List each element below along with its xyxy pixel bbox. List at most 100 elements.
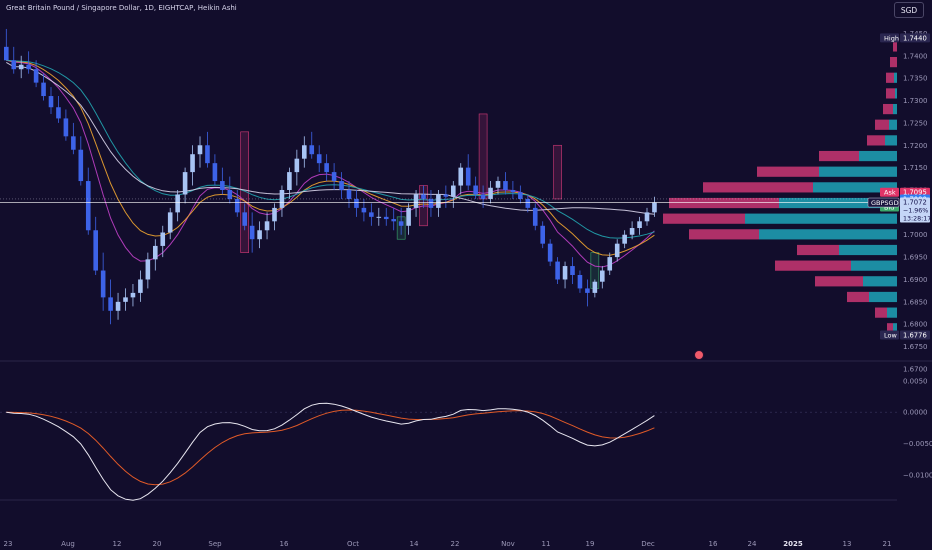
candle-body	[115, 301, 121, 311]
price-tick-label: 1.7200	[903, 142, 928, 150]
candle-body	[585, 288, 590, 293]
candle-body	[369, 212, 374, 217]
ask-label: Ask	[884, 189, 896, 197]
candle-body	[182, 172, 188, 195]
price-labels: High1.7440Ask1.7095Bid1.70501.7080GBPSGD…	[694, 33, 931, 360]
price-tick-label: 1.6750	[903, 343, 928, 351]
volume-profile-sell-bar	[757, 166, 819, 177]
ema-fast-line	[6, 59, 655, 268]
candle	[369, 203, 374, 226]
candle-body	[614, 243, 620, 258]
currency-button[interactable]: SGD	[894, 2, 924, 18]
candle-body	[331, 172, 337, 182]
volume-profile-buy-bar	[745, 213, 897, 224]
candle	[33, 60, 39, 88]
candle	[234, 190, 240, 217]
candle-body	[324, 163, 329, 173]
time-tick-label: 24	[748, 540, 757, 548]
candle	[205, 131, 210, 168]
price-tick-label: 1.7250	[903, 119, 928, 127]
candle-body	[458, 167, 464, 186]
candle	[473, 176, 478, 199]
candle-body	[637, 221, 642, 229]
candle-body	[421, 194, 426, 199]
sma-long-line	[6, 61, 655, 215]
candle	[93, 216, 98, 275]
candle-body	[11, 60, 17, 70]
candle	[175, 190, 180, 222]
chart-grid	[0, 360, 932, 501]
candle	[495, 176, 501, 195]
candle-body	[138, 279, 143, 293]
candle-body	[33, 69, 39, 83]
oscillator-tick-label: −0.0100	[903, 471, 932, 479]
bid-label: Bid	[884, 204, 894, 212]
candle	[85, 167, 91, 235]
candle-body	[428, 198, 434, 208]
candle-body	[26, 64, 31, 70]
candle	[458, 163, 464, 195]
candle	[547, 239, 553, 267]
candle	[26, 51, 31, 74]
oscillator-tick-label: 0.0000	[903, 409, 928, 417]
candle	[629, 221, 635, 240]
candle	[190, 145, 195, 186]
price-tick-label: 1.7000	[903, 231, 928, 239]
candle-body	[18, 64, 24, 70]
candle	[272, 203, 277, 231]
candle-body	[518, 192, 523, 199]
candle	[503, 172, 508, 195]
candle-body	[652, 202, 657, 213]
candle	[577, 270, 583, 293]
candle	[428, 190, 434, 217]
candle-body	[175, 194, 180, 213]
candle	[562, 261, 568, 289]
candle-body	[108, 297, 113, 311]
event-marker-icon	[694, 350, 704, 360]
candle-body	[607, 257, 613, 271]
volume-profile-buy-bar	[759, 229, 897, 240]
volume-profile-buy-bar	[885, 135, 897, 146]
volume-profile-sell-bar	[867, 135, 885, 146]
current-countdown-text: 13:28:17	[903, 216, 931, 223]
candle	[421, 185, 426, 208]
low-label: Low	[884, 331, 897, 339]
candle	[465, 154, 471, 190]
current-change-text: −1.96%	[903, 208, 928, 215]
candle-body	[227, 190, 233, 199]
candle	[11, 46, 17, 74]
price-tick-label: 1.7350	[903, 75, 928, 83]
candle	[167, 207, 173, 240]
candle	[18, 55, 24, 79]
oscillator-tick-label: 0.0050	[903, 377, 928, 385]
current-price-bg	[900, 197, 930, 223]
candle-body	[547, 243, 553, 262]
candle-body	[391, 219, 396, 222]
price-tick-label: 1.7300	[903, 97, 928, 105]
volume-profile-buy-bar	[851, 260, 897, 271]
volume-profile-buy-bar	[893, 103, 897, 115]
candle	[100, 252, 106, 311]
candle-body	[212, 163, 218, 182]
volume-profile-sell-bar	[886, 88, 895, 99]
time-axis: 23 Aug 12 20 Sep 16 Oct 14 22 Nov 11 19 Dec 16 24 2025 1…	[4, 540, 892, 548]
candle-body	[294, 158, 300, 173]
candle-body	[473, 185, 478, 195]
candle	[570, 257, 575, 284]
volume-profile-buy-bar	[893, 323, 897, 334]
volume-profile-sell-bar	[893, 41, 897, 52]
candle-body	[123, 297, 128, 302]
volume-profile-buy-bar	[813, 182, 897, 193]
ema-slow-line	[6, 59, 655, 239]
candle	[4, 28, 9, 61]
current-price-text: 1.7072	[903, 199, 927, 207]
candle	[339, 172, 344, 199]
time-tick-label: 22	[451, 540, 460, 548]
candle	[56, 96, 61, 123]
order-block-box	[240, 131, 249, 253]
candle-body	[577, 275, 583, 289]
candle	[227, 176, 233, 204]
time-tick-label: 16	[280, 540, 289, 548]
candle	[413, 190, 419, 217]
